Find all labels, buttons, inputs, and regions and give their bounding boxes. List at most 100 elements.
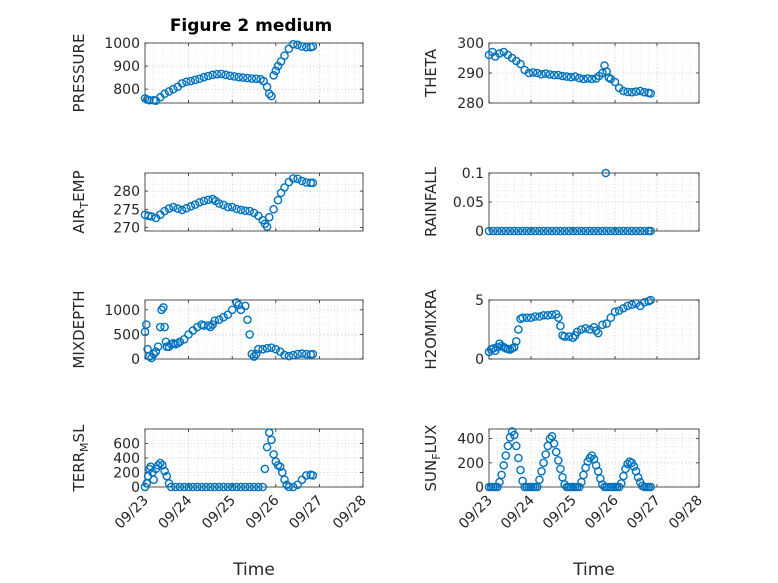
panel-8-data-point — [514, 453, 523, 463]
panel-7-data-point — [197, 482, 206, 492]
panel-7-ytick-label: 600 — [113, 437, 140, 453]
panel-5-frame — [144, 299, 364, 360]
panel-8-data-point — [558, 473, 567, 482]
panel-5-data-point — [206, 322, 215, 332]
panel-4-data-point — [526, 226, 536, 236]
panel-2-frame — [488, 42, 700, 104]
panel-8-ytick-label: 0 — [475, 480, 484, 496]
panel-6-axes: 0 5 H2OMIXRA — [422, 289, 700, 370]
panel-4-data-point — [556, 226, 565, 236]
panel-4-data-point — [543, 226, 553, 236]
panel-8-ylabel-part: SUN — [422, 460, 440, 492]
panel-5-data-point — [173, 338, 182, 348]
panel-2-data-point — [646, 89, 656, 98]
panel-1-data-point — [308, 42, 318, 51]
panel-8-data-point — [633, 473, 643, 482]
panel-3-data-point — [293, 174, 302, 184]
panel-2-data-point — [516, 59, 525, 69]
panel-6-data-point — [526, 313, 536, 323]
panel-2-data-point — [537, 69, 546, 79]
panel-5-data-point — [210, 316, 220, 325]
panel-3-data-point — [223, 202, 233, 212]
panel-3-data-point — [199, 196, 209, 206]
panel-3-data-point — [169, 202, 178, 212]
panel-4-data-point — [551, 226, 561, 236]
panel-2-data-point — [549, 70, 559, 80]
panel-4-data-point — [640, 226, 649, 236]
panel-3-data-point — [288, 174, 298, 183]
panel-5-data-point — [214, 315, 224, 324]
panel-7-data-point — [227, 482, 237, 492]
panel-8-data-point — [556, 464, 565, 474]
panel-1-data-point — [234, 72, 244, 82]
panel-5-data-point — [203, 321, 213, 330]
panel-6-data-point — [560, 332, 569, 341]
panel-2-data-point — [524, 68, 534, 78]
panel-8-ytick-label: 200 — [457, 456, 484, 472]
panel-2-data-point — [566, 72, 576, 82]
panel-3-data-point — [160, 206, 169, 216]
panel-5-data-point — [280, 350, 289, 360]
panel-7-data-point — [245, 482, 254, 492]
panel-2-data-point — [619, 86, 628, 96]
panel-6-data-point — [539, 311, 548, 320]
panel-8-data-point — [579, 470, 588, 480]
panel-7-data-point — [240, 482, 250, 492]
panel-4-data-point — [564, 226, 574, 236]
panel-6-data-point — [602, 319, 611, 328]
panel-5-data-point — [251, 349, 261, 359]
panel-1-data-point — [169, 84, 178, 94]
panel-1-data-point — [160, 89, 169, 99]
panel-3-ylabel-part: T — [78, 202, 91, 210]
panel-1-ylabel: PRESSURE — [70, 34, 88, 113]
panel-5-data-point — [245, 330, 254, 339]
panel-7-data-point — [308, 471, 318, 480]
panel-8-ylabel: SUNFLUX — [422, 425, 443, 492]
panel-3-data-point — [236, 205, 246, 215]
panel-8-xtick-label: 09/27 — [624, 493, 664, 533]
panel-7-data-point — [249, 482, 259, 492]
panel-5-data-point — [267, 343, 276, 352]
panel-4-data-point — [514, 226, 523, 236]
panel-4-data-point — [488, 226, 498, 236]
panel-8-frame — [488, 428, 700, 488]
panel-2-data-point — [640, 87, 649, 97]
panel-4-data-point — [509, 226, 519, 236]
panel-5-ytick-label: 1000 — [104, 303, 140, 319]
panel-5-data-point — [297, 349, 307, 358]
panel-7-data-point — [160, 466, 169, 476]
panel-4-data-point — [589, 226, 599, 236]
panel-1-data-point — [212, 69, 222, 79]
panel-4-data-point — [619, 226, 628, 236]
panel-8-xtick-label: 09/26 — [582, 492, 622, 532]
panel-1-frame — [144, 42, 364, 104]
panel-1-data-point — [230, 72, 239, 81]
panel-6-data-point — [556, 321, 565, 331]
panel-6-data-point — [619, 303, 628, 313]
panel-4-ytick-label: 0 — [475, 224, 484, 240]
panel-6-data-point — [646, 295, 656, 305]
panel-3-data-point — [308, 178, 318, 188]
panel-6-data-point — [577, 325, 586, 334]
panel-7-data-point — [214, 482, 224, 492]
panel-4-data-point — [581, 226, 590, 236]
panel-7-ylabel-part: SL — [70, 424, 88, 443]
panel-1-data-point — [247, 74, 257, 83]
panel-7-data-point — [153, 460, 163, 470]
panel-1-data-point — [297, 42, 307, 51]
panel-7-ytick-label: 400 — [113, 451, 140, 467]
panel-1-data-point — [271, 66, 281, 75]
panel-2-data-point — [554, 70, 563, 80]
panel-7-data-point — [262, 442, 272, 452]
panel-1-data-point — [177, 79, 187, 88]
panel-8-data-point — [585, 453, 595, 463]
panel-8-data-point — [509, 430, 519, 440]
panel-2-series — [484, 47, 656, 98]
panel-7-xtick-label: 09/24 — [156, 492, 196, 532]
panel-1-ylabel-part: PRESSURE — [70, 34, 88, 113]
panel-3-data-point — [240, 206, 250, 215]
panel-1-data-point — [264, 89, 274, 99]
panel-1-data-point — [267, 91, 276, 101]
panel-3-data-point — [280, 183, 289, 192]
